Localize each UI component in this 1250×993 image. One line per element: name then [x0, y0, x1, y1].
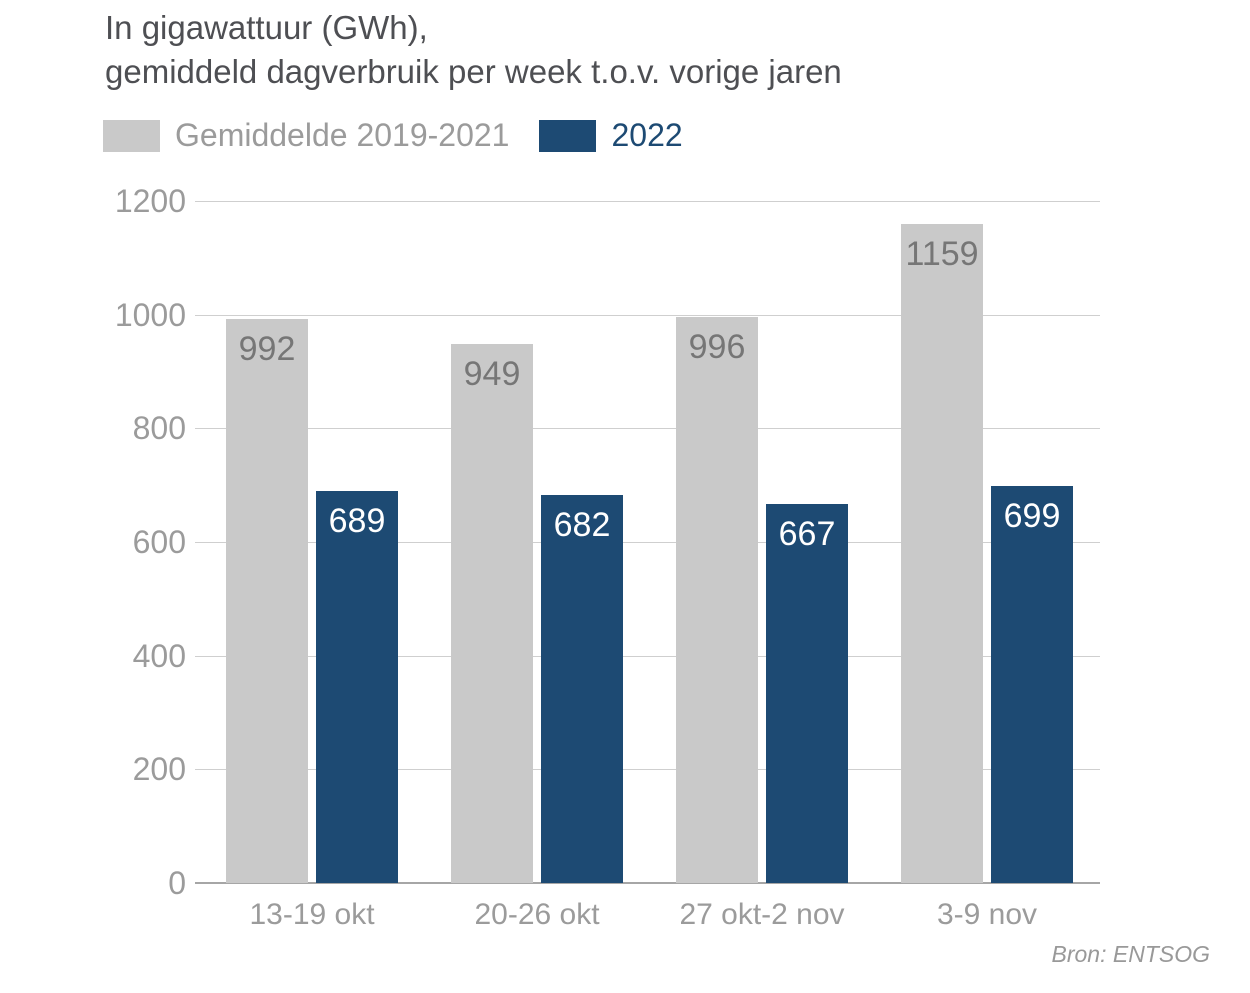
bar-average: 992 — [226, 319, 308, 883]
chart-title-line1: In gigawattuur (GWh), — [105, 9, 428, 46]
y-axis-tick-label: 200 — [132, 751, 186, 787]
chart-title-line2: gemiddeld dagverbruik per week t.o.v. vo… — [105, 53, 842, 90]
bar-average: 949 — [451, 344, 533, 883]
y-axis-tick-label: 600 — [132, 524, 186, 560]
gridline — [195, 769, 1100, 770]
bar-2022: 699 — [991, 486, 1073, 883]
legend-item-average: Gemiddelde 2019-2021 — [103, 117, 509, 154]
bar-value-label: 699 — [1003, 497, 1061, 535]
gridline — [195, 656, 1100, 657]
gridline — [195, 201, 1100, 202]
x-axis-category-label: 13-19 okt — [249, 898, 375, 931]
bar-value-label: 1159 — [905, 235, 979, 273]
x-axis-category-label: 27 okt-2 nov — [679, 898, 845, 931]
y-axis-tick-label: 800 — [132, 410, 186, 446]
bar-value-label: 996 — [688, 328, 746, 366]
y-axis-tick-label: 400 — [132, 638, 186, 674]
y-axis-tick-label: 0 — [168, 865, 186, 901]
legend: Gemiddelde 2019-2021 2022 — [103, 117, 683, 154]
bar-value-label: 689 — [328, 502, 386, 540]
bar-2022: 682 — [541, 495, 623, 883]
bar-value-label: 682 — [553, 506, 611, 544]
x-axis-category-label: 3-9 nov — [936, 898, 1038, 931]
gridline — [195, 315, 1100, 316]
bar-value-label: 667 — [778, 515, 836, 553]
chart-title: In gigawattuur (GWh), gemiddeld dagverbr… — [105, 6, 842, 94]
legend-label-average: Gemiddelde 2019-2021 — [175, 117, 510, 153]
bar-2022: 689 — [316, 491, 398, 883]
y-axis-tick-label: 1200 — [114, 183, 186, 219]
legend-swatch-blue — [539, 119, 597, 152]
legend-swatch-gray — [103, 119, 160, 152]
gridline — [195, 542, 1100, 543]
x-axis-line — [195, 882, 1100, 884]
y-axis-tick-label: 1000 — [114, 297, 186, 333]
legend-item-2022: 2022 — [539, 117, 683, 154]
bar-value-label: 992 — [238, 330, 296, 368]
bar-average: 1159 — [901, 224, 983, 883]
bar-average: 996 — [676, 317, 758, 883]
gridline — [195, 428, 1100, 429]
source-label: Bron: ENTSOG — [1051, 941, 1210, 967]
x-axis-category-label: 20-26 okt — [474, 898, 600, 931]
bar-value-label: 949 — [463, 355, 521, 393]
bar-2022: 667 — [766, 504, 848, 883]
legend-label-2022: 2022 — [611, 117, 683, 153]
